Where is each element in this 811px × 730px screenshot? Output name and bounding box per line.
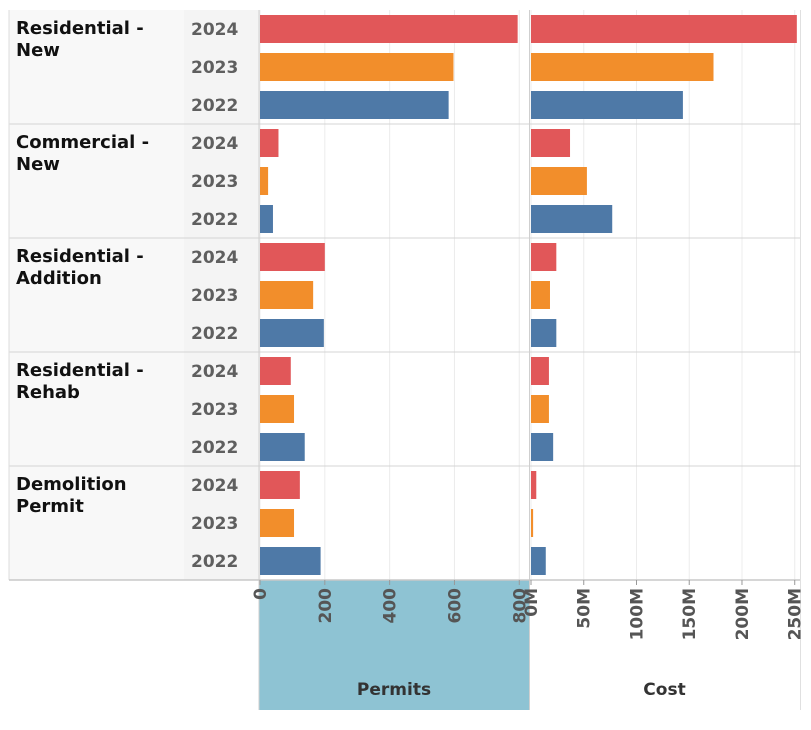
tick-label-p1-0: 0 <box>251 588 271 600</box>
tick-label-p2-1: 50M <box>575 588 595 629</box>
tick-label-p2-5: 250M <box>786 588 806 640</box>
bar-cost-3-2023[interactable] <box>531 281 550 309</box>
category-label-4-line-2: Rehab <box>16 382 80 403</box>
year-label-2-2024: 2024 <box>191 134 238 154</box>
year-label-5-2024: 2024 <box>191 476 238 496</box>
bar-permits-1-2022[interactable] <box>260 91 449 119</box>
tick-label-p2-3: 150M <box>680 588 700 640</box>
bar-permits-5-2024[interactable] <box>260 471 300 499</box>
tick-label-p1-1: 200 <box>316 588 336 624</box>
bar-cost-4-2023[interactable] <box>531 395 549 423</box>
bar-permits-4-2022[interactable] <box>260 433 305 461</box>
bar-permits-1-2023[interactable] <box>260 53 454 81</box>
bar-cost-2-2024[interactable] <box>531 129 571 157</box>
bar-permits-3-2023[interactable] <box>260 281 314 309</box>
tick-label-p1-2: 400 <box>381 588 401 624</box>
bar-cost-2-2022[interactable] <box>531 205 613 233</box>
category-label-5-line-2: Permit <box>16 496 84 517</box>
year-label-4-2023: 2023 <box>191 400 238 420</box>
tick-label-p2-0: 0M <box>522 588 542 617</box>
bar-permits-5-2023[interactable] <box>260 509 295 537</box>
bar-cost-1-2022[interactable] <box>531 91 683 119</box>
category-label-1-line-2: New <box>16 40 60 61</box>
axis-title-cost: Cost <box>643 680 685 700</box>
bar-cost-3-2024[interactable] <box>531 243 557 271</box>
bar-permits-4-2024[interactable] <box>260 357 291 385</box>
category-header-bg <box>9 10 184 580</box>
bar-permits-1-2024[interactable] <box>260 15 518 43</box>
year-label-4-2024: 2024 <box>191 362 238 382</box>
bar-cost-1-2023[interactable] <box>531 53 714 81</box>
tick-label-p1-4: 800 <box>510 588 530 624</box>
bar-permits-5-2022[interactable] <box>260 547 321 575</box>
bar-cost-5-2023[interactable] <box>531 509 534 537</box>
category-label-2-line-2: New <box>16 154 60 175</box>
year-header-bg <box>184 10 259 580</box>
bar-permits-4-2023[interactable] <box>260 395 295 423</box>
year-label-3-2023: 2023 <box>191 286 238 306</box>
year-label-3-2024: 2024 <box>191 248 238 268</box>
year-label-5-2023: 2023 <box>191 514 238 534</box>
bar-cost-4-2022[interactable] <box>531 433 554 461</box>
category-label-3-line-2: Addition <box>16 268 102 289</box>
bar-permits-3-2022[interactable] <box>260 319 324 347</box>
tick-label-p1-3: 600 <box>445 588 465 624</box>
bar-cost-4-2024[interactable] <box>531 357 549 385</box>
bar-permits-2-2023[interactable] <box>260 167 269 195</box>
bar-permits-3-2024[interactable] <box>260 243 325 271</box>
bar-cost-3-2022[interactable] <box>531 319 557 347</box>
category-label-2-line-1: Commercial - <box>16 132 149 153</box>
category-label-4-line-1: Residential - <box>16 360 144 381</box>
bar-cost-2-2023[interactable] <box>531 167 587 195</box>
year-label-4-2022: 2022 <box>191 438 238 458</box>
category-label-3-line-1: Residential - <box>16 246 144 267</box>
year-label-1-2022: 2022 <box>191 96 238 116</box>
category-label-1-line-1: Residential - <box>16 18 144 39</box>
bar-cost-1-2024[interactable] <box>531 15 797 43</box>
axis-highlight-1 <box>259 580 529 710</box>
bar-permits-2-2024[interactable] <box>260 129 279 157</box>
year-label-2-2023: 2023 <box>191 172 238 192</box>
bar-cost-5-2022[interactable] <box>531 547 546 575</box>
bar-cost-5-2024[interactable] <box>531 471 537 499</box>
year-label-1-2023: 2023 <box>191 58 238 78</box>
year-label-5-2022: 2022 <box>191 552 238 572</box>
year-label-1-2024: 2024 <box>191 20 238 40</box>
bar-permits-2-2022[interactable] <box>260 205 273 233</box>
tick-label-p2-2: 100M <box>627 588 647 640</box>
year-label-2-2022: 2022 <box>191 210 238 230</box>
year-label-3-2022: 2022 <box>191 324 238 344</box>
axis-title-permits: Permits <box>357 680 431 700</box>
tick-label-p2-4: 200M <box>733 588 753 640</box>
category-label-5-line-1: Demolition <box>16 474 127 495</box>
